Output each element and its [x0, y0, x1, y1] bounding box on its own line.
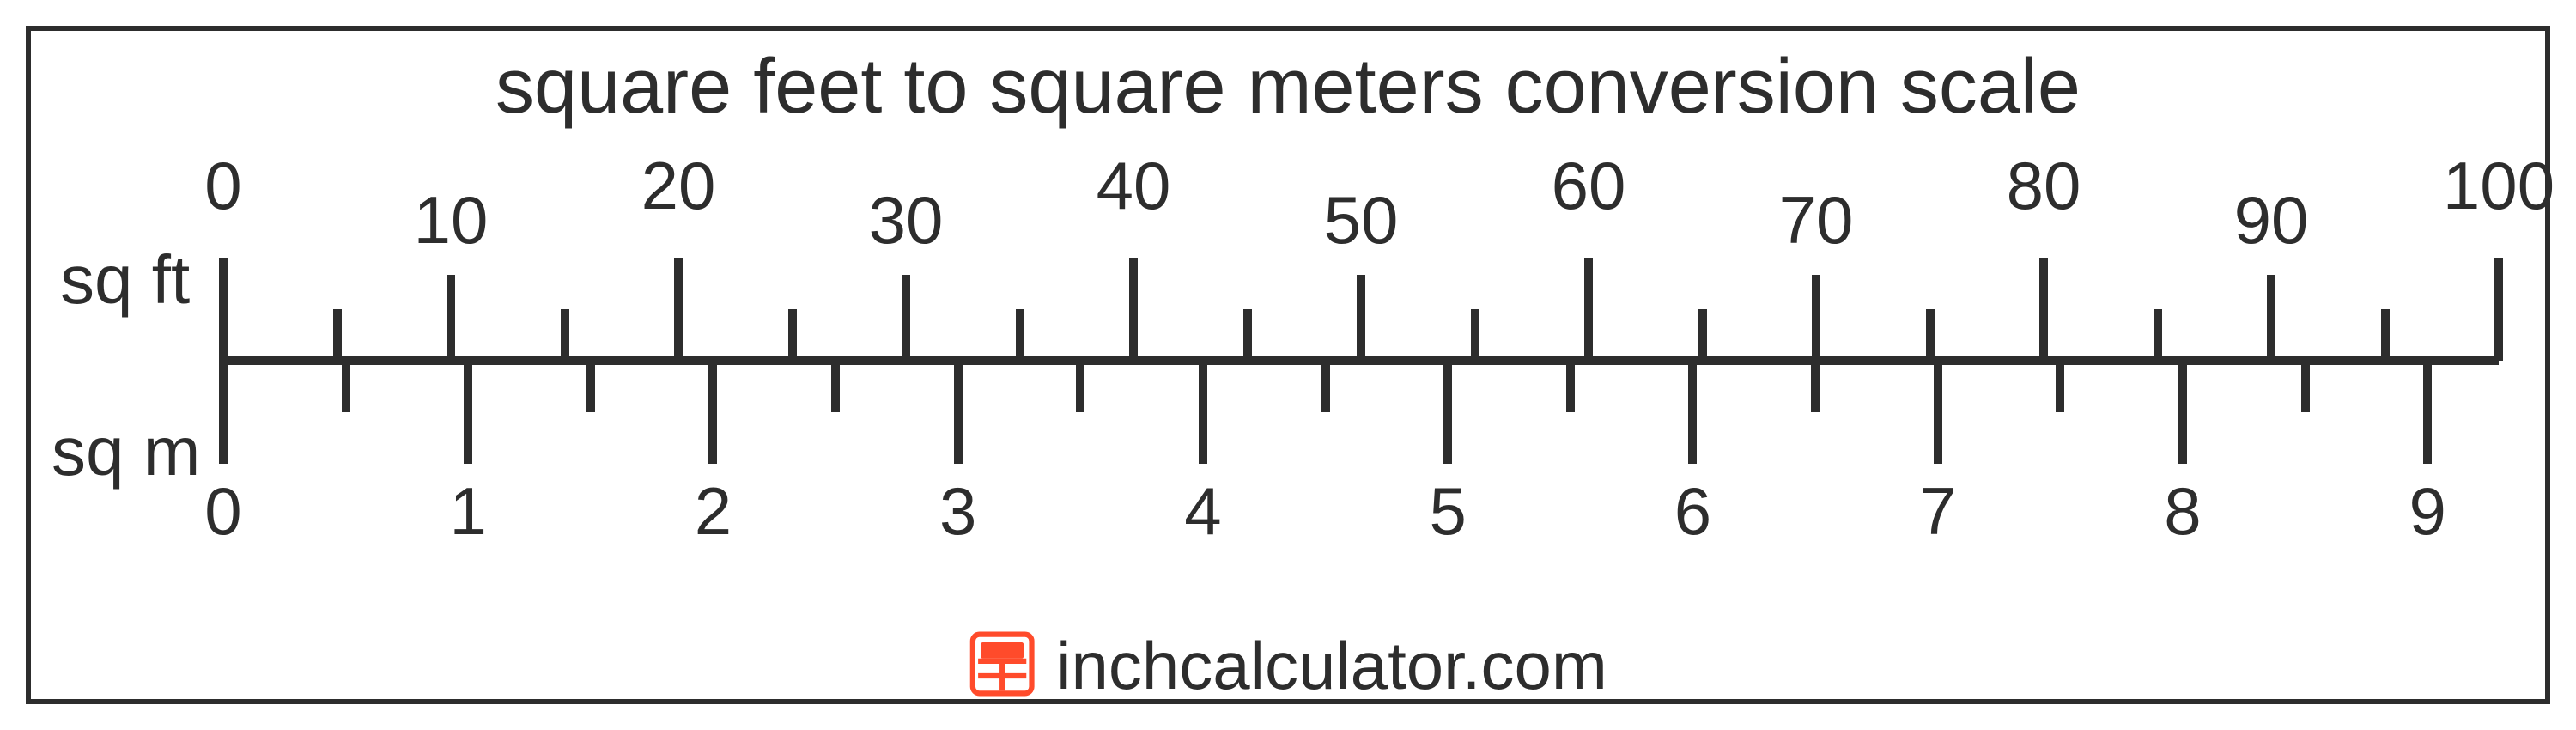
top-tick — [2039, 258, 2048, 361]
bottom-tick — [586, 361, 595, 412]
top-tick — [1698, 309, 1707, 361]
top-tick-label: 100 — [2443, 147, 2555, 225]
bottom-tick — [2056, 361, 2064, 412]
top-tick-label: 70 — [1779, 181, 1854, 259]
bottom-tick-label: 6 — [1674, 472, 1711, 551]
bottom-tick — [342, 361, 350, 412]
top-tick-label: 50 — [1324, 181, 1399, 259]
bottom-tick — [2423, 361, 2432, 464]
top-tick — [2267, 275, 2275, 361]
bottom-tick-label: 3 — [939, 472, 976, 551]
bottom-tick — [1811, 361, 1820, 412]
bottom-tick-label: 7 — [1919, 472, 1956, 551]
top-tick — [2381, 309, 2390, 361]
top-tick-label: 90 — [2234, 181, 2309, 259]
bottom-tick — [2178, 361, 2187, 464]
top-tick — [2494, 258, 2503, 361]
top-tick — [788, 309, 797, 361]
chart-title: square feet to square meters conversion … — [0, 43, 2576, 131]
bottom-tick-label: 4 — [1184, 472, 1221, 551]
bottom-tick — [219, 361, 228, 464]
top-tick — [1471, 309, 1479, 361]
bottom-tick-label: 5 — [1430, 472, 1467, 551]
bottom-tick-label: 8 — [2164, 472, 2201, 551]
top-tick-label: 30 — [869, 181, 944, 259]
calculator-icon — [969, 630, 1036, 702]
top-tick — [2154, 309, 2162, 361]
top-tick — [1357, 275, 1365, 361]
top-tick-label: 40 — [1097, 147, 1171, 225]
top-tick — [561, 309, 569, 361]
bottom-tick-label: 9 — [2409, 472, 2445, 551]
top-unit-label: sq ft — [60, 240, 190, 319]
bottom-tick — [1443, 361, 1452, 464]
bottom-tick-label: 1 — [450, 472, 487, 551]
bottom-tick-label: 0 — [204, 472, 241, 551]
top-tick-label: 20 — [641, 147, 716, 225]
bottom-tick — [1566, 361, 1575, 412]
bottom-unit-label: sq m — [52, 412, 200, 491]
bottom-tick — [1934, 361, 1942, 464]
top-tick-label: 10 — [414, 181, 489, 259]
top-tick — [674, 258, 683, 361]
top-tick — [333, 309, 342, 361]
bottom-tick — [1076, 361, 1084, 412]
top-tick — [1926, 309, 1935, 361]
bottom-tick — [1688, 361, 1697, 464]
top-tick — [1812, 275, 1820, 361]
top-tick — [1584, 258, 1593, 361]
bottom-tick — [831, 361, 840, 412]
footer: inchcalculator.com — [969, 627, 1607, 705]
top-tick-label: 60 — [1552, 147, 1626, 225]
footer-text: inchcalculator.com — [1056, 627, 1607, 705]
bottom-tick — [1321, 361, 1330, 412]
top-tick — [447, 275, 455, 361]
top-tick — [1243, 309, 1252, 361]
top-tick — [1129, 258, 1138, 361]
top-tick — [902, 275, 910, 361]
bottom-tick — [2301, 361, 2310, 412]
bottom-tick — [1199, 361, 1207, 464]
top-tick — [219, 258, 228, 361]
bottom-tick — [464, 361, 472, 464]
top-tick-label: 80 — [2007, 147, 2081, 225]
top-tick — [1016, 309, 1024, 361]
top-tick-label: 0 — [204, 147, 241, 225]
bottom-tick — [954, 361, 963, 464]
bottom-tick-label: 2 — [695, 472, 732, 551]
bottom-tick — [708, 361, 717, 464]
